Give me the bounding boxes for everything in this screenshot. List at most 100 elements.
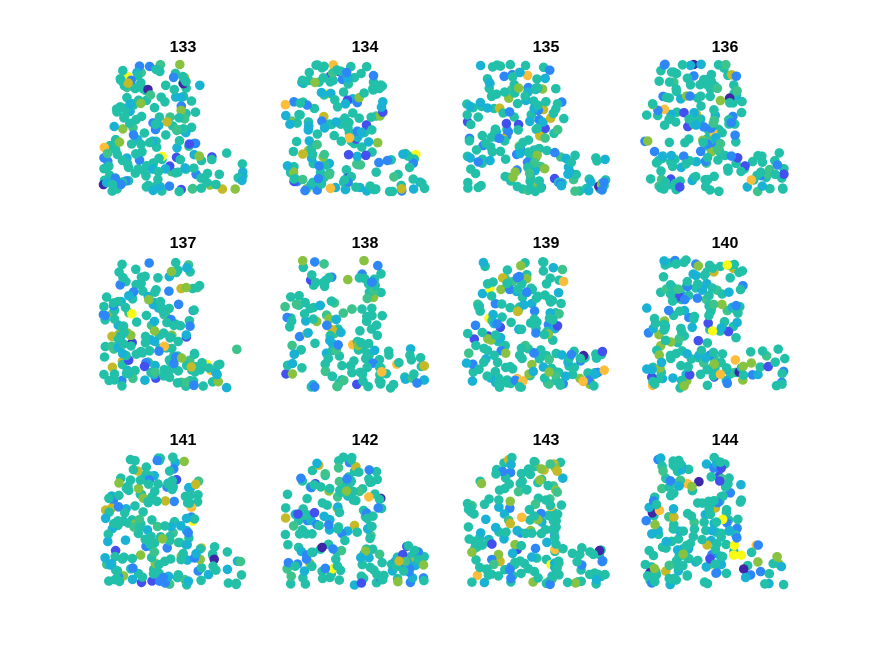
scatter-point [671, 259, 681, 269]
scatter-point [679, 381, 689, 391]
scatter-point [347, 304, 357, 314]
scatter-point [282, 161, 293, 171]
scatter-point [359, 255, 369, 266]
scatter-point [308, 314, 319, 324]
scatter-point [773, 344, 783, 355]
scatter-point [144, 258, 154, 268]
scatter-point [660, 335, 671, 346]
scatter-point [153, 174, 163, 185]
panel-137: 137 [98, 235, 242, 393]
scatter-point [361, 61, 372, 72]
scatter-point [128, 130, 139, 140]
scatter-point [110, 574, 120, 585]
scatter-point [736, 479, 746, 490]
scatter-point [355, 326, 365, 336]
scatter-point [642, 136, 653, 146]
scatter-point [731, 71, 742, 81]
scatter-point [545, 459, 555, 469]
scatter-point [327, 371, 338, 382]
scatter-point [117, 348, 128, 359]
scatter-point [685, 91, 695, 101]
scatter-point [709, 171, 719, 182]
scatter-point [467, 376, 478, 386]
scatter-point [765, 183, 775, 194]
scatter-point [516, 343, 527, 354]
scatter-point [396, 184, 407, 194]
scatter-point [547, 295, 558, 306]
scatter-point [376, 102, 387, 112]
scatter-point [320, 563, 331, 574]
scatter-point [760, 579, 770, 589]
scatter-point [149, 336, 160, 347]
scatter-point [538, 257, 549, 268]
scatter-point [340, 113, 350, 123]
scatter-point [650, 318, 661, 329]
scatter-point [647, 99, 658, 109]
panel-title: 133 [170, 39, 197, 56]
scatter-point [525, 176, 535, 187]
scatter-point [477, 327, 488, 338]
scatter-point [691, 270, 701, 281]
scatter-point [556, 180, 567, 191]
scatter-point [490, 330, 501, 340]
scatter-point [661, 536, 672, 547]
scatter-point [641, 515, 651, 526]
scatter-point [701, 353, 711, 363]
scatter-point [139, 128, 150, 138]
scatter-point [702, 380, 713, 391]
scatter-point [706, 69, 717, 80]
scatter-point [470, 320, 481, 331]
scatter-point [363, 137, 374, 147]
scatter-point [232, 344, 242, 355]
scatter-point [558, 276, 569, 287]
scatter-point [332, 381, 342, 392]
scatter-point [467, 577, 477, 587]
scatter-point [117, 381, 127, 391]
scatter-point [339, 175, 350, 185]
scatter-point [185, 321, 195, 332]
scatter-point [512, 181, 523, 192]
scatter-point [681, 255, 691, 265]
scatter-point [693, 261, 704, 271]
scatter-point [723, 479, 733, 489]
scatter-point [287, 369, 298, 379]
scatter-point [158, 572, 169, 583]
scatter-point [324, 169, 335, 180]
scatter-point [297, 363, 307, 373]
scatter-point [544, 367, 555, 377]
scatter-point [680, 137, 690, 148]
scatter-point [702, 338, 713, 348]
scatter-point [336, 545, 347, 556]
scatter-point [108, 298, 119, 308]
scatter-point [186, 96, 197, 106]
scatter-point [492, 60, 502, 70]
scatter-point [131, 264, 141, 275]
scatter-point [733, 514, 743, 525]
scatter-point [124, 290, 134, 301]
scatter-point [297, 75, 308, 86]
scatter-point [99, 163, 109, 174]
scatter-point [764, 568, 775, 579]
scatter-point [190, 479, 201, 490]
scatter-point [130, 168, 141, 178]
scatter-point [713, 155, 723, 165]
scatter-point [230, 184, 240, 194]
scatter-point [516, 468, 527, 479]
scatter-point [285, 579, 296, 589]
scatter-point [668, 373, 678, 383]
scatter-point [513, 83, 524, 93]
scatter-point [328, 75, 339, 86]
scatter-point [478, 257, 489, 268]
scatter-point [493, 549, 504, 560]
scatter-point [479, 343, 489, 354]
scatter-point [682, 540, 693, 551]
scatter-point [221, 382, 232, 393]
scatter-point [319, 61, 329, 72]
scatter-point [522, 70, 533, 81]
scatter-point [357, 304, 367, 314]
scatter-point [150, 119, 161, 129]
scatter-point [156, 92, 166, 102]
scatter-point [296, 473, 306, 484]
scatter-point [100, 513, 111, 524]
scatter-point [336, 136, 347, 146]
